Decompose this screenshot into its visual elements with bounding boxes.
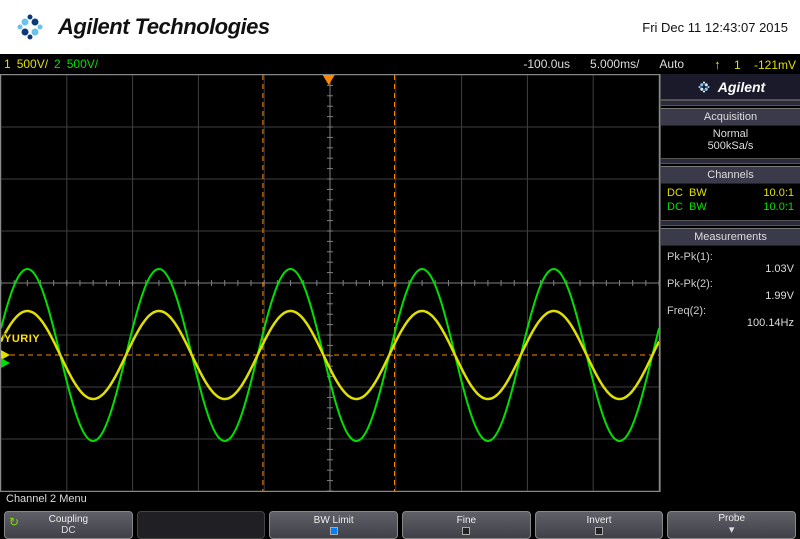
- acquisition-body: Normal 500kSa/s: [661, 126, 800, 158]
- softkey-label: Invert: [587, 515, 612, 526]
- agilent-logo-icon: [12, 9, 48, 45]
- menu-title: Channel 2 Menu: [0, 492, 800, 509]
- softkey-bar: ↻ CouplingDC BW Limit Fine Invert Probe▾: [0, 509, 800, 539]
- measurement-label: Pk-Pk(1):: [667, 251, 794, 263]
- time-offset: -100.0us: [523, 57, 570, 71]
- measurement-value: 1.03V: [667, 263, 794, 275]
- panel-divider: [661, 220, 800, 226]
- indicator-icon: [595, 527, 603, 535]
- channel-row: DC BW 10.0:1: [667, 186, 794, 200]
- acq-mode: Normal: [667, 128, 794, 140]
- main-area: YURIY Agilent Acquisition Normal 500kSa/…: [0, 74, 800, 492]
- softkey-label: Probe: [718, 513, 745, 524]
- acquisition-header: Acquisition: [661, 108, 800, 126]
- brand: Agilent Technologies: [12, 9, 270, 45]
- softkey-bwlimit[interactable]: BW Limit: [269, 511, 398, 539]
- softkey-coupling[interactable]: ↻ CouplingDC: [4, 511, 133, 539]
- softkey-label: Coupling: [49, 514, 88, 525]
- ch2-scale: 500V/: [67, 57, 98, 71]
- measurement-label: Pk-Pk(2):: [667, 278, 794, 290]
- measurement-value: 100.14Hz: [667, 317, 794, 329]
- ch1-number: 1: [4, 57, 11, 71]
- cycle-icon: ↻: [9, 516, 19, 529]
- trigger-mode: Auto: [659, 57, 684, 71]
- measurement-label: Freq(2):: [667, 305, 794, 317]
- measurements-header: Measurements: [661, 228, 800, 246]
- title-bar: Agilent Technologies Fri Dec 11 12:43:07…: [0, 0, 800, 54]
- channels-header: Channels: [661, 166, 800, 184]
- rising-edge-icon: ↑: [714, 57, 721, 72]
- status-right-group: -100.0us 5.000ms/ Auto ↑ 1 -121mV: [523, 57, 796, 72]
- channels-body: DC BW 10.0:1 DC BW 10.0:1: [661, 184, 800, 220]
- trigger-level: -121mV: [754, 58, 796, 72]
- watermark-label: YURIY: [3, 333, 41, 345]
- indicator-icon: [330, 527, 338, 535]
- panel-divider: [661, 158, 800, 164]
- waveform-display[interactable]: YURIY: [0, 74, 660, 492]
- ch-coupling: DC BW: [667, 187, 707, 199]
- acq-rate: 500kSa/s: [667, 140, 794, 152]
- softkey-label: Fine: [457, 515, 476, 526]
- measurement-value: 1.99V: [667, 290, 794, 302]
- brand-title: Agilent Technologies: [58, 14, 270, 40]
- softkey-fine[interactable]: Fine: [402, 511, 531, 539]
- softkey-probe[interactable]: Probe▾: [667, 511, 796, 539]
- panel-brand: Agilent: [661, 74, 800, 100]
- panel-brand-label: Agilent: [718, 79, 765, 95]
- trigger-source: 1: [734, 58, 741, 72]
- datetime-label: Fri Dec 11 12:43:07 2015: [642, 20, 788, 35]
- trigger-group: ↑ 1 -121mV: [714, 57, 796, 72]
- softkey-label: BW Limit: [314, 515, 354, 526]
- panel-divider: [661, 100, 800, 106]
- channel-row: DC BW 10.0:1: [667, 200, 794, 214]
- side-panel: Agilent Acquisition Normal 500kSa/s Chan…: [660, 74, 800, 492]
- waveform-svg: [1, 75, 659, 491]
- ch1-scale: 500V/: [17, 57, 48, 71]
- softkey-blank1: [137, 511, 266, 539]
- ch-coupling: DC BW: [667, 201, 707, 213]
- softkey-value: DC: [61, 525, 75, 536]
- ch2-number: 2: [54, 57, 61, 71]
- status-bar: 1 500V/ 2 500V/ -100.0us 5.000ms/ Auto ↑…: [0, 54, 800, 74]
- softkey-invert[interactable]: Invert: [535, 511, 664, 539]
- time-scale: 5.000ms/: [590, 57, 639, 71]
- submenu-arrow-icon: ▾: [729, 524, 735, 536]
- measurements-body: Pk-Pk(1):1.03V Pk-Pk(2):1.99V Freq(2):100.…: [661, 246, 800, 492]
- indicator-icon: [462, 527, 470, 535]
- ch-probe: 10.0:1: [763, 201, 794, 213]
- agilent-small-logo-icon: [696, 79, 712, 95]
- ch-probe: 10.0:1: [763, 187, 794, 199]
